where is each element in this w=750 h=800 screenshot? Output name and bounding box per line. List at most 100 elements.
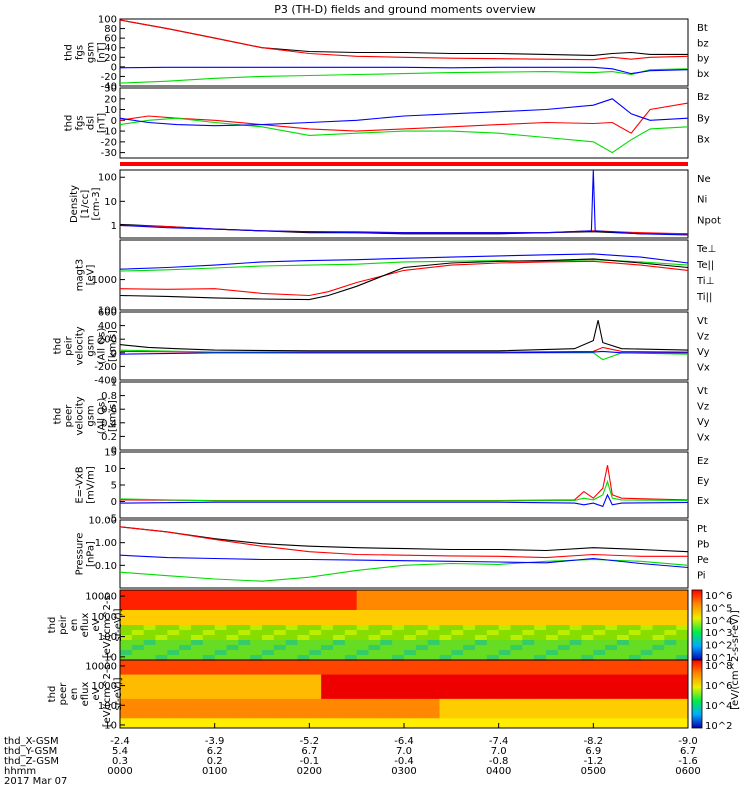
heatmap-cell xyxy=(344,625,358,631)
legend-entry: Bx xyxy=(697,135,710,146)
heatmap-cell xyxy=(439,674,452,680)
heatmap-cell xyxy=(191,595,204,601)
y-tick-label: 600 xyxy=(98,308,117,319)
heatmap-cell xyxy=(557,600,571,606)
heatmap-cell xyxy=(557,689,571,695)
heatmap-cell xyxy=(640,713,653,719)
heatmap-cell xyxy=(344,689,358,695)
y-axis-label: peer xyxy=(64,404,75,428)
heatmap-cell xyxy=(226,620,239,626)
heatmap-cell xyxy=(664,669,677,676)
heatmap-cell xyxy=(333,698,346,705)
heatmap-cell xyxy=(191,674,204,680)
heatmap-cell xyxy=(664,708,677,714)
heatmap-cell xyxy=(273,674,287,680)
heatmap-cell xyxy=(262,615,275,621)
heatmap-cell xyxy=(593,595,606,601)
y-axis-label: en xyxy=(69,688,80,701)
heatmap-cell xyxy=(226,640,239,646)
heatmap-cell xyxy=(380,590,393,596)
heatmap-cell xyxy=(179,640,192,646)
heatmap-cell xyxy=(191,660,204,666)
heatmap-cell xyxy=(380,625,393,631)
heatmap-cell xyxy=(333,655,346,661)
heatmap-cell xyxy=(463,679,476,685)
heatmap-cell xyxy=(368,708,381,714)
heatmap-cell xyxy=(415,590,429,596)
x-row-value: 6.7 xyxy=(301,746,317,757)
y-tick-label: 10 xyxy=(104,652,117,663)
heatmap-cell xyxy=(155,698,168,705)
heatmap-cell xyxy=(155,610,168,616)
x-row-value: 0000 xyxy=(107,766,132,777)
heatmap-cell xyxy=(368,650,381,656)
heatmap-cell xyxy=(238,610,251,616)
heatmap-cell xyxy=(534,635,547,641)
heatmap-cell xyxy=(214,679,227,685)
series-line xyxy=(119,350,688,355)
heatmap-cell xyxy=(628,655,642,661)
heatmap-cell xyxy=(143,660,156,666)
heatmap-cell xyxy=(475,645,488,651)
x-row-label: thd_Y-GSM xyxy=(4,746,57,757)
heatmap-cell xyxy=(581,723,594,729)
heatmap-cell xyxy=(605,660,618,666)
heatmap-cell xyxy=(628,669,642,676)
heatmap-cell xyxy=(427,620,440,626)
series-line xyxy=(119,68,689,84)
heatmap-cell xyxy=(676,698,689,705)
heatmap-cell xyxy=(392,660,405,666)
heatmap-cell xyxy=(297,645,310,651)
heatmap-cell xyxy=(569,669,582,676)
heatmap-cell xyxy=(143,640,156,646)
heatmap-cell xyxy=(593,660,606,666)
y-tick-label: 100 xyxy=(98,15,117,26)
heatmap-cell xyxy=(510,698,523,705)
heatmap-cell xyxy=(652,645,665,651)
heatmap-cell xyxy=(344,615,358,621)
heatmap-cell xyxy=(415,669,429,676)
heatmap-cell xyxy=(605,718,618,724)
heatmap-cell xyxy=(664,694,677,700)
heatmap-cell xyxy=(238,650,251,656)
heatmap-cell xyxy=(368,595,381,601)
y-tick-label: 10 xyxy=(104,464,117,475)
heatmap-cell xyxy=(628,684,642,690)
heatmap-cell xyxy=(439,718,452,724)
heatmap-cell xyxy=(427,664,440,671)
heatmap-cell xyxy=(581,718,594,724)
heatmap-cell xyxy=(356,718,369,724)
heatmap-cell xyxy=(238,679,251,685)
legend-entry: Pt xyxy=(697,524,707,535)
heatmap-cell xyxy=(238,640,251,646)
legend-entry: bz xyxy=(697,38,709,49)
heatmap-cell xyxy=(486,674,500,680)
heatmap-cell xyxy=(451,645,464,651)
heatmap-cell xyxy=(522,635,535,641)
heatmap-cell xyxy=(557,723,571,729)
heatmap-cell xyxy=(463,674,476,680)
y-axis-label: fgs xyxy=(75,45,86,60)
heatmap-cell xyxy=(463,640,476,646)
heatmap-cell xyxy=(167,694,180,700)
y-axis-label: gsm xyxy=(86,335,97,356)
heatmap-cell xyxy=(475,620,488,626)
heatmap-cell xyxy=(415,610,429,616)
heatmap-cell xyxy=(285,630,298,636)
heatmap-cell xyxy=(238,630,251,636)
heatmap-cell xyxy=(344,723,358,729)
heatmap-cell xyxy=(569,713,582,719)
y-tick-label: 1 xyxy=(111,378,117,389)
heatmap-cell xyxy=(120,600,133,606)
heatmap-cell xyxy=(628,708,642,714)
heatmap-cell xyxy=(226,679,239,685)
heatmap-cell xyxy=(191,718,204,724)
heatmap-cell xyxy=(155,645,168,651)
heatmap-cell xyxy=(569,595,582,601)
heatmap-cell xyxy=(415,650,429,656)
heatmap-cell xyxy=(593,630,606,636)
heatmap-cell xyxy=(557,645,571,651)
heatmap-cell xyxy=(652,640,665,646)
heatmap-cell xyxy=(155,723,168,729)
